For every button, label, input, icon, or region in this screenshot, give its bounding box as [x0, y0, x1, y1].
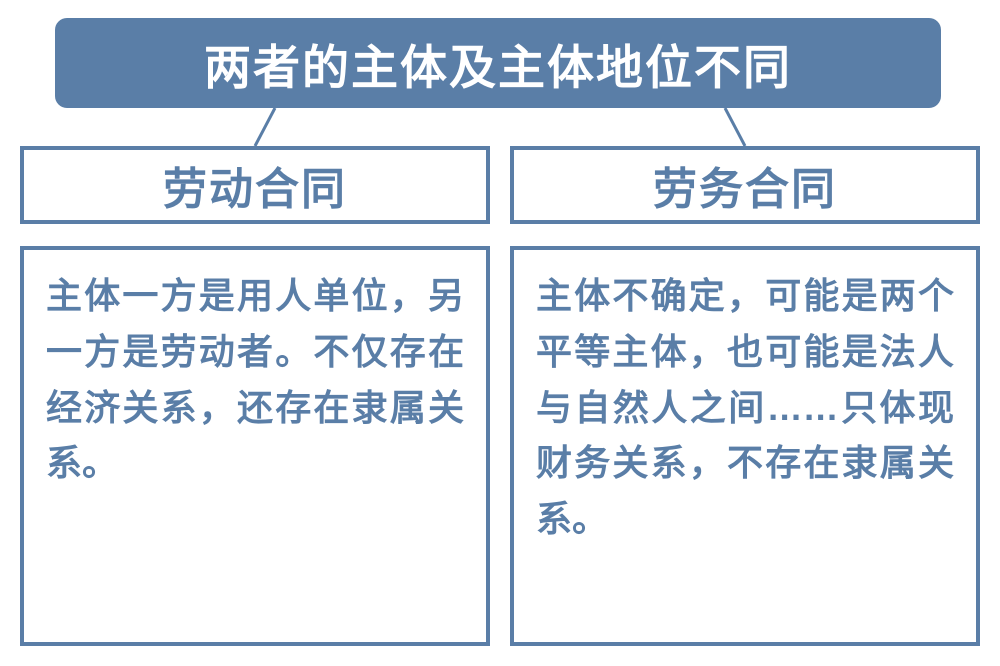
subheader-left-title: 劳动合同	[163, 153, 347, 217]
body-left: 主体一方是用人单位，另一方是劳动者。不仅存在经济关系，还存在隶属关系。	[20, 246, 490, 646]
diagram-stage: 两者的主体及主体地位不同 劳动合同 劳务合同 主体一方是用人单位，另一方是劳动者…	[0, 0, 1000, 666]
body-left-text: 主体一方是用人单位，另一方是劳动者。不仅存在经济关系，还存在隶属关系。	[46, 268, 464, 491]
subheader-right-title: 劳务合同	[653, 153, 837, 217]
header-box: 两者的主体及主体地位不同	[55, 18, 941, 108]
connector-left-line	[255, 108, 275, 146]
subheader-right: 劳务合同	[510, 146, 980, 224]
header-title: 两者的主体及主体地位不同	[204, 29, 792, 98]
subheader-left: 劳动合同	[20, 146, 490, 224]
body-right: 主体不确定，可能是两个平等主体，也可能是法人与自然人之间……只体现财务关系，不存…	[510, 246, 980, 646]
body-right-text: 主体不确定，可能是两个平等主体，也可能是法人与自然人之间……只体现财务关系，不存…	[536, 268, 954, 547]
connector-right-line	[725, 108, 745, 146]
